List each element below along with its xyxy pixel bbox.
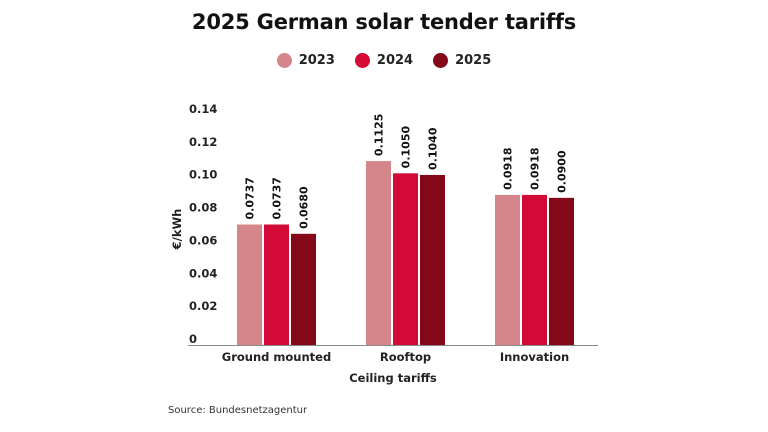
y-tick-label: 0.04	[189, 266, 217, 280]
y-tick-label: 0.06	[189, 233, 217, 247]
bar-rooftop-2024	[393, 173, 418, 345]
y-axis-label: €/kWh	[170, 209, 184, 251]
source-note: Source: Bundesnetzagentur	[168, 405, 308, 416]
legend-label: 2023	[298, 53, 335, 68]
bar-innovation-2025	[549, 197, 574, 345]
bar-rooftop-2025	[420, 174, 445, 345]
legend-label: 2025	[455, 53, 492, 68]
x-category-label: Ground mounted	[222, 350, 331, 364]
y-tick-label: 0	[189, 332, 197, 346]
data-label: 0.1040	[427, 127, 440, 170]
x-axis-label: Ceiling tariffs	[349, 371, 437, 385]
data-label: 0.0918	[529, 147, 542, 189]
bar-ground-mounted-2024	[264, 224, 289, 345]
legend-item-2025: 2025	[433, 53, 491, 68]
legend-swatch	[276, 53, 292, 68]
legend-item-2024: 2024	[354, 53, 414, 68]
legend-swatch	[433, 53, 449, 68]
legend-swatch	[354, 53, 370, 68]
bar-ground-mounted-2023	[237, 224, 262, 345]
bar-ground-mounted-2025	[291, 233, 316, 345]
legend-item-2023: 2023	[276, 53, 335, 68]
chart-title: 2025 German solar tender tariffs	[191, 10, 577, 34]
bar-innovation-2024	[522, 194, 547, 345]
y-axis-ticks: 0 0.02 0.04 0.06 0.08 0.10 0.12 0.14	[189, 102, 217, 346]
bar-innovation-2023	[495, 194, 520, 345]
y-tick-label: 0.08	[189, 201, 217, 215]
bars	[237, 161, 574, 345]
y-tick-label: 0.14	[189, 102, 217, 116]
x-category-label: Innovation	[500, 350, 569, 364]
data-label: 0.1050	[400, 126, 413, 169]
data-label: 0.0900	[556, 150, 569, 193]
y-tick-label: 0.10	[189, 168, 217, 182]
x-category-label: Rooftop	[380, 350, 431, 364]
data-label: 0.0680	[298, 186, 311, 229]
bar-rooftop-2023	[366, 161, 391, 345]
data-label: 0.0918	[502, 147, 515, 189]
y-tick-label: 0.02	[189, 299, 217, 313]
x-axis-categories: Ground mounted Rooftop Innovation	[222, 350, 569, 364]
y-tick-label: 0.12	[189, 135, 217, 149]
data-label: 0.0737	[271, 177, 284, 219]
legend: 2023 2024 2025	[0, 53, 768, 68]
data-label: 0.0737	[244, 177, 257, 219]
data-labels: 0.0737 0.0737 0.0680 0.1125 0.1050 0.1040 0.09…	[244, 114, 569, 229]
legend-label: 2024	[376, 53, 414, 68]
data-label: 0.1125	[373, 114, 386, 156]
